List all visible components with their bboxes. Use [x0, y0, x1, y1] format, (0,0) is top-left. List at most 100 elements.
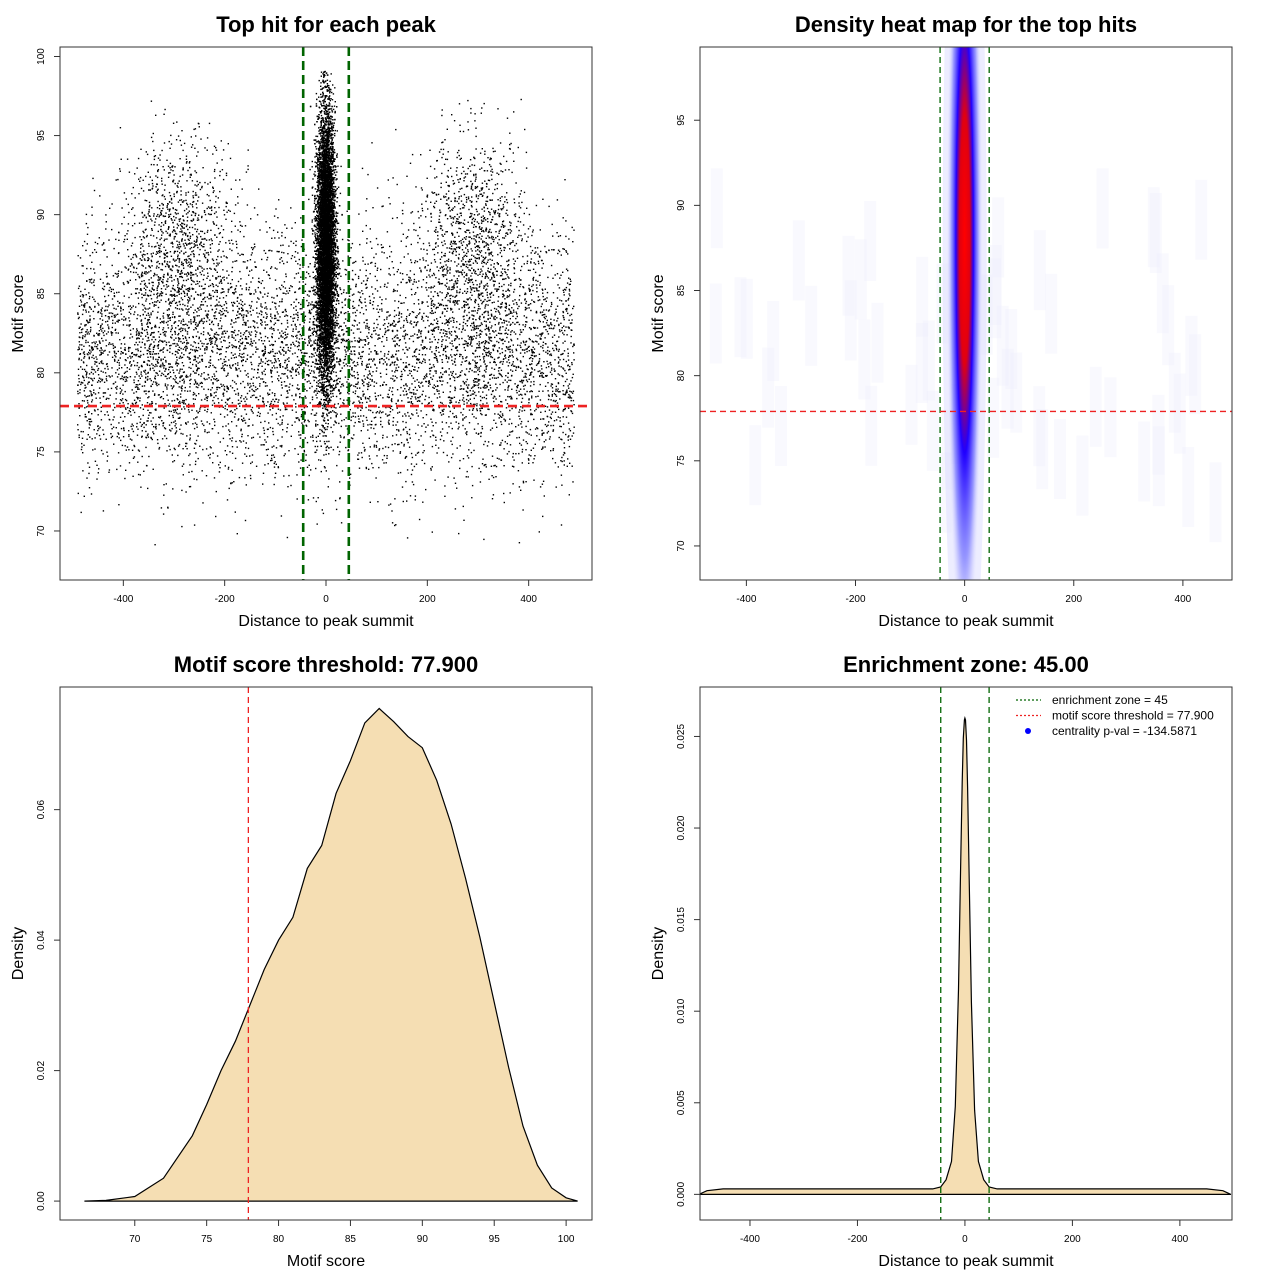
data-point: [311, 219, 313, 221]
data-point: [332, 124, 335, 127]
data-point: [315, 141, 318, 143]
data-point: [319, 189, 321, 192]
data-point: [314, 239, 317, 242]
data-point: [336, 239, 338, 241]
data-point: [329, 361, 331, 363]
data-point: [320, 319, 322, 322]
data-point: [324, 122, 326, 125]
data-point: [331, 351, 333, 353]
data-point: [319, 153, 322, 156]
data-point: [323, 466, 326, 468]
data-point: [320, 85, 322, 87]
data-point: [318, 217, 320, 219]
data-point: [330, 362, 333, 364]
data-point: [329, 365, 332, 367]
data-point: [317, 168, 319, 170]
data-point: [329, 290, 331, 292]
data-point: [335, 258, 337, 260]
data-point: [332, 324, 334, 327]
data-point: [335, 287, 337, 289]
data-point: [315, 275, 317, 277]
data-point: [323, 99, 325, 101]
data-point: [311, 187, 313, 189]
data-point: [332, 312, 335, 314]
data-point: [315, 269, 318, 271]
data-point: [333, 333, 336, 336]
data-point: [320, 345, 322, 348]
data-point: [330, 73, 332, 75]
data-point: [333, 300, 335, 302]
data-point: [313, 218, 316, 220]
data-point: [329, 363, 332, 365]
data-point: [321, 178, 324, 180]
data-point: [332, 129, 334, 132]
data-point: [327, 344, 330, 346]
data-point: [336, 201, 338, 203]
data-point: [330, 137, 332, 140]
data-point: [324, 297, 326, 300]
data-point: [314, 306, 316, 308]
data-point: [330, 118, 332, 120]
data-point: [324, 271, 326, 273]
data-point: [331, 354, 333, 357]
data-point: [330, 302, 332, 305]
data-point: [334, 226, 337, 228]
data-point: [317, 231, 320, 234]
data-point: [329, 231, 331, 233]
data-point: [328, 188, 330, 190]
data-point: [324, 142, 326, 144]
data-point: [322, 512, 325, 515]
data-point: [327, 341, 329, 344]
data-point: [314, 235, 316, 238]
data-point: [332, 137, 334, 139]
data-point: [320, 114, 323, 117]
data-point: [329, 378, 331, 381]
data-point: [322, 198, 324, 200]
data-point: [329, 147, 331, 150]
data-point: [314, 226, 317, 228]
data-point: [332, 296, 334, 298]
data-point: [335, 303, 337, 305]
data-point: [326, 358, 328, 360]
data-point: [329, 355, 331, 357]
data-point: [324, 346, 326, 348]
data-point: [314, 301, 317, 304]
data-point: [319, 308, 321, 310]
data-point: [334, 324, 337, 326]
data-point: [332, 177, 335, 179]
data-point: [337, 377, 340, 380]
data-point: [325, 210, 328, 213]
data-point: [333, 181, 335, 183]
data-point: [329, 99, 331, 102]
data-point: [329, 193, 331, 196]
data-point: [326, 172, 328, 174]
data-point: [332, 127, 335, 129]
data-point: [319, 264, 321, 266]
data-point: [327, 378, 329, 380]
data-point: [315, 259, 317, 261]
data-point: [319, 313, 321, 315]
data-point: [328, 383, 331, 386]
data-point: [318, 338, 320, 340]
data-point: [333, 406, 335, 409]
data-point: [330, 184, 332, 187]
data-point: [316, 220, 318, 222]
data-point: [320, 117, 323, 120]
data-point: [317, 264, 320, 266]
data-point: [328, 285, 330, 287]
data-point: [327, 345, 330, 347]
data-point: [332, 143, 334, 145]
data-point: [323, 146, 325, 148]
data-point: [321, 343, 323, 345]
data-point: [313, 305, 315, 307]
data-point: [325, 404, 327, 406]
data-point: [334, 129, 336, 132]
data-point: [321, 244, 323, 246]
data-point: [322, 117, 324, 119]
data-point: [321, 431, 324, 433]
data-point: [329, 151, 331, 153]
data-point: [331, 224, 334, 226]
data-point: [315, 103, 318, 105]
data-point: [337, 266, 340, 268]
data-point: [328, 401, 331, 403]
